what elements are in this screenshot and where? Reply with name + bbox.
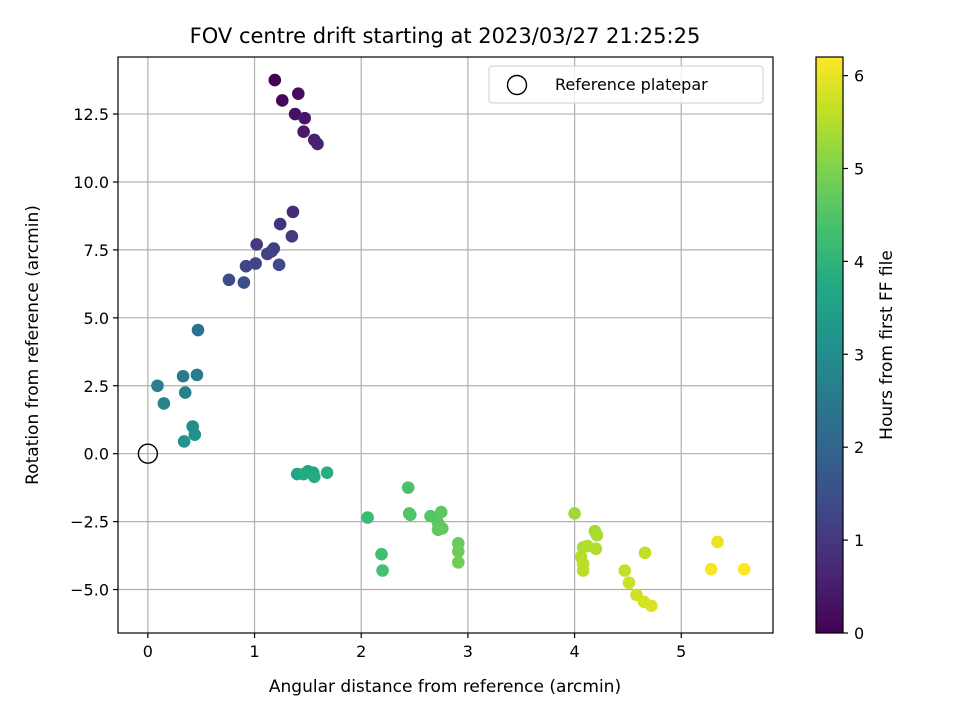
y-tick-label: 12.5: [73, 105, 109, 124]
chart-title: FOV centre drift starting at 2023/03/27 …: [190, 24, 701, 48]
y-tick-label: −2.5: [70, 513, 109, 532]
data-point: [622, 576, 636, 590]
data-point: [286, 205, 300, 219]
x-tick-label: 2: [356, 642, 366, 661]
data-point: [376, 564, 389, 577]
y-axis-label: Rotation from reference (arcmin): [23, 205, 43, 485]
x-tick-label: 0: [143, 642, 153, 661]
legend: Reference platepar: [488, 65, 764, 104]
data-point: [285, 230, 299, 243]
data-point: [176, 369, 190, 383]
data-point: [191, 323, 205, 337]
data-point: [638, 546, 652, 560]
y-tick-label: 10.0: [73, 173, 109, 192]
x-axis-ticks: 0 1 2 3 4 5: [143, 633, 686, 661]
data-point: [298, 111, 311, 125]
x-tick-label: 5: [676, 642, 686, 661]
data-points: [151, 73, 751, 613]
data-point: [589, 542, 603, 556]
data-point: [435, 522, 449, 535]
data-point: [361, 511, 374, 524]
data-point: [291, 87, 305, 100]
data-point: [434, 505, 448, 519]
data-point: [737, 562, 751, 576]
data-point: [261, 247, 274, 261]
data-point: [188, 428, 202, 441]
data-point: [307, 470, 321, 484]
data-point: [568, 507, 581, 520]
data-point: [237, 276, 251, 289]
colorbar-tick-label: 2: [854, 438, 864, 457]
colorbar-tick-label: 3: [854, 345, 864, 364]
data-point: [297, 125, 310, 139]
data-point: [401, 481, 415, 494]
data-point: [272, 258, 286, 272]
y-tick-label: −5.0: [70, 581, 109, 600]
data-point: [320, 466, 334, 479]
y-axis-ticks: −5.0 −2.5 0.0 2.5 5.0 7.5 10.0 12.5: [70, 105, 118, 600]
data-point: [452, 556, 465, 569]
colorbar-ticks: 0 1 2 3 4 5 6: [843, 67, 864, 643]
data-point: [177, 435, 191, 448]
data-point: [590, 528, 604, 542]
x-tick-label: 1: [249, 642, 259, 661]
reference-platepar-marker: [137, 443, 159, 464]
grid: [118, 57, 773, 633]
data-point: [178, 386, 192, 399]
plot-frame: [117, 56, 774, 634]
data-point: [704, 562, 718, 576]
colorbar-gradient: [816, 57, 843, 633]
data-point: [268, 73, 282, 87]
data-point: [311, 137, 324, 151]
data-point: [157, 397, 171, 410]
legend-reference-marker: [506, 74, 528, 96]
data-point: [645, 599, 658, 613]
y-tick-label: 0.0: [84, 445, 109, 464]
data-point: [403, 508, 417, 522]
data-point: [273, 217, 287, 231]
colorbar-tick-label: 5: [854, 159, 864, 178]
data-point: [375, 547, 388, 561]
colorbar-tick-label: 0: [854, 624, 864, 643]
colorbar-frame: [815, 56, 844, 634]
data-point: [275, 94, 289, 107]
data-point: [452, 545, 465, 558]
data-point: [711, 535, 724, 549]
data-point: [576, 564, 590, 577]
colorbar-tick-label: 4: [854, 252, 864, 271]
data-point: [249, 257, 262, 270]
data-point: [618, 564, 632, 577]
y-tick-label: 2.5: [84, 377, 109, 396]
colorbar-tick-label: 1: [854, 531, 864, 550]
legend-entry-reference: Reference platepar: [555, 75, 708, 94]
data-point: [222, 273, 236, 287]
data-point: [250, 238, 263, 251]
x-axis-label: Angular distance from reference (arcmin): [269, 677, 621, 697]
colorbar-label: Hours from first FF file: [877, 250, 897, 440]
reference-marker-layer: [137, 443, 159, 464]
x-tick-label: 3: [463, 642, 473, 661]
data-point: [190, 368, 204, 382]
data-point: [239, 259, 253, 273]
legend-box: [488, 65, 764, 104]
y-tick-label: 7.5: [84, 241, 109, 260]
y-tick-label: 5.0: [84, 309, 109, 328]
colorbar-tick-label: 6: [854, 67, 864, 86]
data-point: [297, 467, 310, 481]
x-tick-label: 4: [569, 642, 579, 661]
data-point: [151, 379, 164, 393]
data-point: [288, 107, 302, 121]
colorbar: 0 1 2 3 4 5 6 Hours from first FF file: [815, 56, 897, 643]
